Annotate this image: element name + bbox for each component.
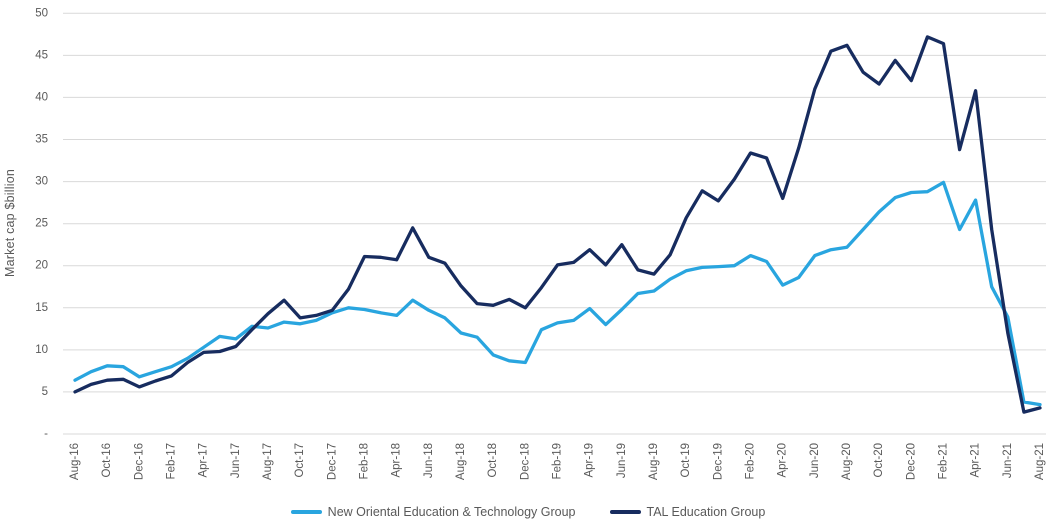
x-tick-label: Oct-19 bbox=[680, 443, 692, 478]
y-tick-label: 20 bbox=[35, 260, 48, 272]
legend-label-new-oriental: New Oriental Education & Technology Grou… bbox=[327, 505, 576, 519]
y-tick-label: 15 bbox=[35, 302, 48, 314]
y-tick-label: 25 bbox=[35, 218, 48, 230]
x-tick-label: Feb-20 bbox=[745, 443, 757, 479]
x-tick-label: Aug-18 bbox=[455, 443, 467, 480]
plot-area: - 5 10 15 20 25 30 35 40 45 50 Aug-16 Oct-16 Dec-16 Fe… bbox=[35, 7, 1046, 480]
y-tick-label: 40 bbox=[35, 91, 48, 103]
x-tick-label: Feb-21 bbox=[938, 443, 950, 479]
y-tick-label: 5 bbox=[42, 386, 48, 398]
y-tick-label: 10 bbox=[35, 344, 48, 356]
x-tick-label: Apr-19 bbox=[584, 443, 596, 478]
x-tick-label: Dec-16 bbox=[133, 443, 145, 480]
y-tick-label: - bbox=[44, 428, 48, 440]
series-line-1 bbox=[73, 35, 1042, 414]
x-tick-label: Apr-17 bbox=[198, 443, 210, 478]
x-tick-label: Dec-19 bbox=[712, 443, 724, 480]
x-tick-label: Jun-19 bbox=[616, 443, 628, 478]
legend-label-tal: TAL Education Group bbox=[646, 505, 766, 519]
x-tick-label: Dec-17 bbox=[326, 443, 338, 480]
y-tick-label: 30 bbox=[35, 176, 48, 188]
y-tick-label: 50 bbox=[35, 7, 48, 19]
x-tick-label: Jun-21 bbox=[1002, 443, 1014, 478]
x-tick-label: Oct-16 bbox=[101, 443, 113, 478]
x-tick-label: Dec-20 bbox=[905, 443, 917, 480]
y-tick-label: 45 bbox=[35, 49, 48, 61]
legend-swatch-tal bbox=[609, 510, 641, 514]
x-tick-label: Aug-16 bbox=[69, 443, 81, 480]
x-tick-label: Feb-18 bbox=[359, 443, 371, 479]
x-tick-label: Apr-18 bbox=[391, 443, 403, 478]
legend-item-tal: TAL Education Group bbox=[609, 505, 766, 519]
x-tick-label: Jun-17 bbox=[230, 443, 242, 478]
x-tick-label: Aug-19 bbox=[648, 443, 660, 480]
series-line-0 bbox=[73, 180, 1042, 407]
x-tick-label: Oct-17 bbox=[294, 443, 306, 478]
x-tick-label: Dec-18 bbox=[519, 443, 531, 480]
legend-swatch-new-oriental bbox=[290, 510, 322, 514]
x-tick-label: Oct-18 bbox=[487, 443, 499, 478]
x-tick-label: Feb-17 bbox=[166, 443, 178, 479]
legend-item-new-oriental: New Oriental Education & Technology Grou… bbox=[290, 505, 576, 519]
x-tick-label: Aug-17 bbox=[262, 443, 274, 480]
x-tick-label: Jun-20 bbox=[809, 443, 821, 478]
x-tick-label: Apr-20 bbox=[777, 443, 789, 478]
x-tick-label: Oct-20 bbox=[873, 443, 885, 478]
x-tick-label: Jun-18 bbox=[423, 443, 435, 478]
x-tick-label: Apr-21 bbox=[970, 443, 982, 478]
x-tick-label: Aug-20 bbox=[841, 443, 853, 480]
y-tick-label: 35 bbox=[35, 134, 48, 146]
x-tick-label: Feb-19 bbox=[552, 443, 564, 479]
legend: New Oriental Education & Technology Grou… bbox=[0, 505, 1056, 519]
x-tick-label: Aug-21 bbox=[1034, 443, 1046, 480]
